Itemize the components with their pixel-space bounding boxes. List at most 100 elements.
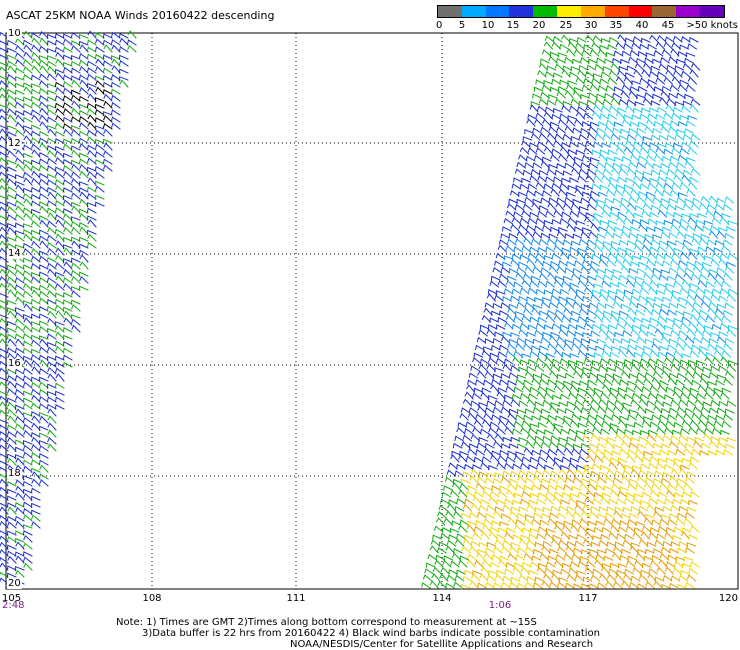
- wind-barb: [681, 213, 691, 219]
- wind-barb: [511, 323, 522, 330]
- wind-barb: [632, 465, 642, 471]
- wind-barb: [23, 59, 33, 67]
- wind-barb: [646, 541, 657, 547]
- wind-barb: [510, 436, 521, 442]
- wind-barb: [688, 567, 699, 575]
- wind-barb: [569, 246, 580, 253]
- wind-barb: [518, 506, 529, 512]
- wind-barb: [684, 407, 695, 414]
- wind-barb: [542, 399, 553, 407]
- wind-barb: [437, 580, 447, 589]
- wind-barb: [586, 203, 597, 211]
- wind-barb: [654, 365, 665, 372]
- wind-barb: [596, 338, 607, 344]
- wind-barb: [47, 437, 57, 445]
- wind-barb: [454, 574, 465, 582]
- wind-barb: [494, 367, 505, 373]
- wind-barb: [110, 73, 121, 81]
- wind-barb: [62, 236, 73, 243]
- wind-barb: [565, 545, 575, 554]
- wind-barb: [558, 296, 568, 302]
- wind-barb: [660, 303, 671, 309]
- wind-barb: [6, 242, 17, 249]
- wind-barb: [522, 136, 533, 142]
- wind-barb: [579, 342, 589, 351]
- wind-barb: [620, 513, 631, 519]
- wind-barb: [54, 298, 65, 305]
- wind-barb: [62, 199, 73, 207]
- wind-barb: [716, 266, 727, 274]
- wind-barb: [22, 125, 33, 131]
- wind-barb: [609, 141, 619, 148]
- wind-barb: [532, 127, 542, 134]
- wind-barb: [594, 133, 605, 141]
- wind-barb: [62, 299, 73, 305]
- wind-barb: [685, 581, 695, 589]
- wind-barb: [526, 258, 536, 267]
- wind-barb: [700, 233, 711, 240]
- wind-barb: [644, 91, 654, 99]
- wind-barb: [680, 70, 691, 78]
- wind-barb: [526, 296, 536, 302]
- wind-barb: [512, 533, 522, 540]
- wind-barb: [6, 299, 17, 306]
- wind-barb: [520, 462, 530, 470]
- wind-barb: [663, 287, 674, 295]
- wind-barb: [519, 254, 530, 260]
- wind-barb: [587, 413, 597, 421]
- wind-barb: [54, 122, 65, 130]
- wind-barb: [715, 414, 725, 421]
- wind-barb: [86, 229, 97, 236]
- wind-barb: [468, 443, 479, 449]
- wind-barb: [456, 427, 466, 435]
- wind-barb: [641, 350, 652, 358]
- wind-barb: [609, 245, 620, 253]
- wind-barb: [613, 510, 623, 519]
- wind-barb: [594, 238, 605, 246]
- wind-barb: [38, 313, 49, 319]
- scale-swatch-11: [700, 6, 724, 17]
- wind-barb: [686, 506, 697, 512]
- wind-barb: [510, 541, 521, 548]
- wind-barb: [6, 131, 17, 137]
- wind-barb: [0, 430, 9, 438]
- wind-barb: [631, 218, 642, 225]
- wind-barb: [610, 489, 620, 498]
- wind-barb: [461, 441, 471, 449]
- wind-barb: [454, 505, 465, 512]
- wind-barb: [532, 230, 543, 239]
- wind-barb: [488, 496, 499, 505]
- wind-barb: [662, 332, 672, 338]
- wind-barb: [533, 582, 543, 589]
- lat-tick-18: 18: [7, 468, 22, 479]
- wind-barb: [0, 305, 9, 312]
- wind-barb: [713, 314, 724, 323]
- wind-barb: [0, 520, 9, 529]
- wind-barb: [6, 307, 17, 313]
- wind-barb: [529, 104, 539, 113]
- wind-barb: [491, 414, 501, 421]
- wind-barb: [511, 288, 522, 295]
- wind-barb: [569, 492, 580, 499]
- wind-barb: [31, 240, 41, 249]
- wind-barb: [46, 40, 57, 46]
- wind-barb: [555, 448, 566, 456]
- wind-barb: [496, 427, 506, 435]
- wind-barb: [556, 407, 567, 414]
- wind-barb: [536, 462, 546, 470]
- wind-barb: [652, 58, 662, 64]
- wind-barb: [603, 555, 614, 561]
- wind-barb: [624, 568, 635, 575]
- wind-barb: [671, 322, 682, 330]
- wind-barb: [551, 41, 562, 50]
- wind-barb: [497, 419, 508, 428]
- wind-barb: [686, 574, 697, 582]
- wind-barb: [47, 268, 57, 277]
- wind-barb: [62, 244, 73, 250]
- wind-barb: [539, 272, 549, 281]
- wind-barb: [473, 490, 484, 498]
- wind-barb: [23, 359, 33, 368]
- wind-barb: [0, 292, 9, 298]
- wind-barb: [637, 405, 647, 414]
- wind-barb: [539, 345, 549, 351]
